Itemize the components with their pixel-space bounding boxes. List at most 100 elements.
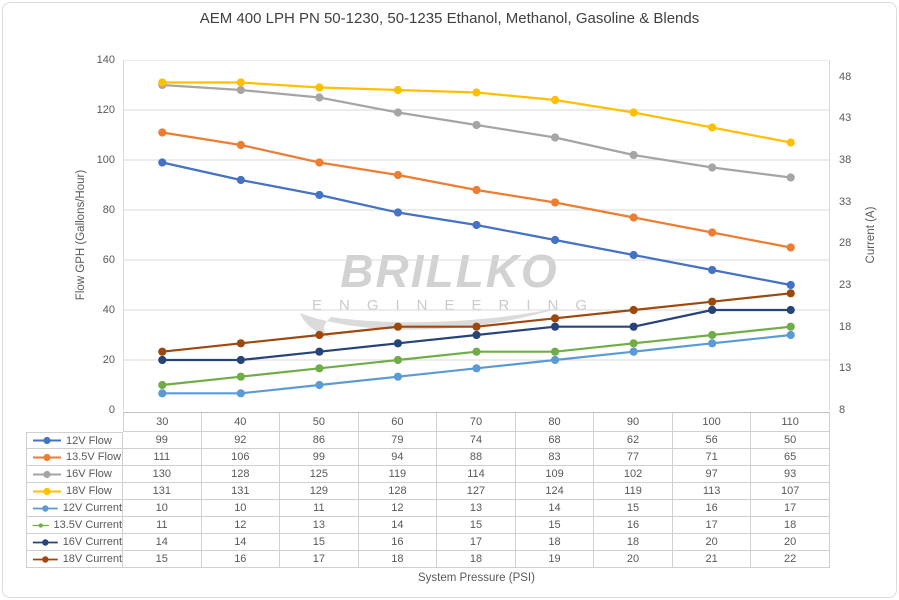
pressure-header-cell-100: 100 bbox=[672, 413, 752, 432]
18v-current-value-50: 17 bbox=[280, 551, 359, 568]
13-5v-flow-value-90: 77 bbox=[594, 449, 673, 466]
18v-current-marker-70 bbox=[472, 322, 481, 331]
y-right-tick-18: 18 bbox=[839, 320, 852, 333]
18v-flow-legend-icon bbox=[33, 487, 61, 495]
13-5v-flow-value-60: 94 bbox=[358, 449, 438, 466]
18v-flow-value-40: 131 bbox=[201, 483, 281, 500]
13-5v-current-value-70: 15 bbox=[437, 517, 516, 534]
y-left-tick-0: 0 bbox=[108, 404, 115, 416]
16v-current-legend-label: 16V Current bbox=[62, 536, 122, 548]
pressure-header-cell-80: 80 bbox=[515, 413, 595, 432]
12v-flow-marker-100 bbox=[708, 265, 717, 275]
18v-flow-value-90: 119 bbox=[594, 483, 673, 500]
18v-flow-value-70: 127 bbox=[437, 483, 516, 500]
13-5v-flow-value-70: 88 bbox=[437, 449, 516, 466]
13-5v-current-value-30: 11 bbox=[123, 517, 202, 534]
12v-current-value-100: 16 bbox=[672, 500, 752, 517]
18v-current-legend-label: 18V Current bbox=[62, 553, 122, 565]
18v-current-value-90: 20 bbox=[594, 551, 673, 568]
y-left-tick-60: 60 bbox=[102, 254, 115, 266]
12v-flow-marker-110 bbox=[786, 280, 795, 290]
12v-current-marker-30 bbox=[158, 389, 167, 398]
18v-current-marker-110 bbox=[786, 289, 795, 298]
12v-current-value-50: 11 bbox=[280, 500, 359, 517]
16v-current-marker-40 bbox=[236, 355, 245, 365]
18v-current-value-60: 18 bbox=[358, 551, 438, 568]
pressure-header-row: 30 40 50 60 70 80 90 100 110 bbox=[123, 412, 830, 432]
y-left-tick-20: 20 bbox=[102, 354, 115, 366]
13-5v-flow-marker-40 bbox=[236, 140, 245, 150]
16v-flow-line bbox=[161, 83, 792, 179]
12v-flow-value-40: 92 bbox=[201, 432, 281, 449]
18v-flow-value-80: 124 bbox=[515, 483, 595, 500]
legend-key-13-5v-flow: 13.5V Flow bbox=[26, 449, 123, 466]
16v-current-value-40: 14 bbox=[201, 534, 281, 551]
18v-flow-marker-70 bbox=[472, 88, 481, 97]
y-axis-right-title: Current (A) bbox=[865, 206, 877, 264]
16v-current-value-50: 15 bbox=[280, 534, 359, 551]
16v-flow-value-30: 130 bbox=[123, 466, 202, 483]
16v-flow-row: 16V Flow 130 128 125 119 114 109 102 97 93 bbox=[26, 466, 830, 483]
12v-flow-marker-30 bbox=[158, 158, 167, 167]
12v-current-marker-90 bbox=[629, 347, 638, 356]
table-rows: 12V Flow 99 92 86 79 74 68 62 56 50 13.5V Flow 111 1… bbox=[26, 432, 830, 568]
13-5v-current-marker-50 bbox=[315, 364, 324, 373]
13-5v-flow-marker-50 bbox=[315, 158, 324, 167]
pressure-header-cell-60: 60 bbox=[358, 413, 438, 432]
16v-flow-marker-50 bbox=[315, 93, 324, 102]
pressure-header-cell-50: 50 bbox=[280, 413, 359, 432]
12v-flow-legend-label: 12V Flow bbox=[66, 434, 112, 447]
16v-flow-value-40: 128 bbox=[201, 466, 281, 483]
18v-flow-value-30: 131 bbox=[123, 483, 202, 500]
13-5v-current-value-80: 15 bbox=[515, 517, 595, 534]
16v-flow-marker-100 bbox=[708, 163, 717, 172]
18v-flow-row: 18V Flow 131 131 129 128 127 124 119 113 107 bbox=[26, 483, 830, 500]
legend-marker bbox=[38, 522, 43, 528]
legend-marker bbox=[42, 538, 49, 546]
16v-current-marker-60 bbox=[393, 339, 403, 348]
16v-current-value-70: 17 bbox=[437, 534, 516, 551]
18v-flow-value-100: 113 bbox=[672, 483, 752, 500]
18v-current-value-30: 15 bbox=[123, 551, 202, 568]
legend-marker bbox=[43, 470, 51, 478]
12v-current-value-90: 15 bbox=[594, 500, 673, 517]
12v-flow-value-100: 56 bbox=[672, 432, 752, 449]
legend-key-13-5v-current: 13.5V Current bbox=[26, 517, 123, 534]
18v-current-marker-50 bbox=[315, 330, 324, 340]
13-5v-flow-marker-90 bbox=[629, 213, 638, 222]
16v-flow-marker-90 bbox=[629, 150, 638, 160]
16v-flow-marker-110 bbox=[786, 173, 795, 182]
18v-flow-value-50: 129 bbox=[280, 483, 359, 500]
13-5v-flow-value-40: 106 bbox=[201, 449, 281, 466]
13-5v-flow-legend-label: 13.5V Flow bbox=[66, 451, 122, 463]
12v-flow-value-110: 50 bbox=[751, 432, 830, 449]
13-5v-flow-marker-110 bbox=[786, 243, 795, 252]
16v-flow-value-100: 97 bbox=[672, 466, 752, 483]
18v-flow-marker-40 bbox=[236, 78, 245, 87]
13-5v-current-value-60: 14 bbox=[358, 517, 438, 534]
12v-current-line bbox=[161, 333, 792, 395]
18v-current-value-100: 21 bbox=[672, 551, 752, 568]
13-5v-flow-marker-80 bbox=[550, 198, 560, 207]
legend-marker bbox=[43, 453, 51, 461]
13-5v-flow-value-50: 99 bbox=[280, 449, 359, 466]
legend-key-18v-flow: 18V Flow bbox=[26, 483, 123, 500]
13-5v-current-marker-110 bbox=[786, 322, 795, 331]
12v-current-row: 12V Current 10 10 11 12 13 14 15 16 17 bbox=[26, 500, 830, 517]
pressure-header-cell-90: 90 bbox=[594, 413, 673, 432]
12v-flow-marker-80 bbox=[550, 235, 560, 245]
16v-current-marker-80 bbox=[550, 322, 560, 331]
16v-flow-value-60: 119 bbox=[358, 466, 438, 483]
13-5v-current-value-50: 13 bbox=[280, 517, 359, 534]
12v-flow-marker-50 bbox=[315, 190, 324, 200]
legend-marker bbox=[42, 504, 49, 512]
16v-flow-value-70: 114 bbox=[437, 466, 516, 483]
12v-current-value-110: 17 bbox=[751, 500, 830, 517]
16v-flow-value-80: 109 bbox=[515, 466, 595, 483]
13-5v-current-marker-60 bbox=[393, 355, 403, 365]
watermark-swoosh-icon bbox=[300, 307, 563, 340]
y-left-tick-120: 120 bbox=[96, 104, 115, 116]
18v-flow-marker-50 bbox=[315, 83, 324, 92]
18v-flow-marker-100 bbox=[708, 123, 717, 132]
16v-current-row: 16V Current 14 14 15 16 17 18 18 20 20 bbox=[26, 534, 830, 551]
